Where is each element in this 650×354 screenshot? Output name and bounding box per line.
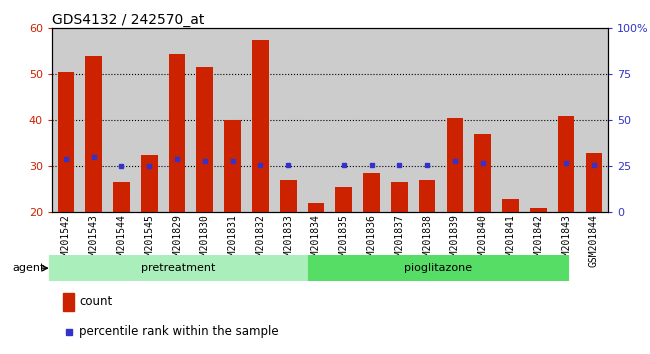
- Bar: [391, 182, 408, 212]
- Text: GSM201836: GSM201836: [367, 215, 376, 267]
- Text: GSM201839: GSM201839: [450, 215, 460, 267]
- Bar: [363, 173, 380, 212]
- Bar: [558, 116, 575, 212]
- Text: GSM201543: GSM201543: [88, 215, 99, 267]
- Bar: [85, 56, 102, 212]
- Text: GSM201829: GSM201829: [172, 215, 182, 267]
- Bar: [307, 203, 324, 212]
- Bar: [224, 120, 241, 212]
- Text: GSM201835: GSM201835: [339, 215, 349, 267]
- Text: GSM201833: GSM201833: [283, 215, 293, 267]
- Bar: [169, 53, 185, 212]
- Bar: [58, 72, 74, 212]
- Text: GSM201834: GSM201834: [311, 215, 321, 267]
- Bar: [335, 187, 352, 212]
- Bar: [141, 155, 157, 212]
- Text: GSM201837: GSM201837: [395, 215, 404, 267]
- Text: percentile rank within the sample: percentile rank within the sample: [79, 325, 279, 338]
- Bar: [309, 255, 568, 281]
- Bar: [63, 293, 74, 311]
- Text: GSM201842: GSM201842: [533, 215, 543, 267]
- Text: GSM201542: GSM201542: [61, 215, 71, 267]
- Text: count: count: [79, 295, 112, 308]
- Bar: [419, 180, 436, 212]
- Text: GSM201838: GSM201838: [422, 215, 432, 267]
- Text: GSM201843: GSM201843: [561, 215, 571, 267]
- Text: GSM201544: GSM201544: [116, 215, 127, 267]
- Text: pretreatment: pretreatment: [141, 263, 216, 273]
- Text: GSM201844: GSM201844: [589, 215, 599, 267]
- Text: GDS4132 / 242570_at: GDS4132 / 242570_at: [52, 13, 204, 27]
- Text: GSM201830: GSM201830: [200, 215, 210, 267]
- Bar: [49, 255, 309, 281]
- Text: GSM201832: GSM201832: [255, 215, 265, 267]
- Bar: [502, 199, 519, 212]
- Bar: [280, 180, 296, 212]
- Bar: [113, 182, 130, 212]
- Text: GSM201545: GSM201545: [144, 215, 154, 267]
- Bar: [530, 208, 547, 212]
- Text: GSM201831: GSM201831: [227, 215, 238, 267]
- Text: agent: agent: [12, 263, 45, 273]
- Bar: [586, 153, 602, 212]
- Bar: [447, 118, 463, 212]
- Bar: [474, 134, 491, 212]
- Bar: [196, 67, 213, 212]
- Text: pioglitazone: pioglitazone: [404, 263, 473, 273]
- Bar: [252, 40, 268, 212]
- Text: GSM201841: GSM201841: [506, 215, 515, 267]
- Text: GSM201840: GSM201840: [478, 215, 488, 267]
